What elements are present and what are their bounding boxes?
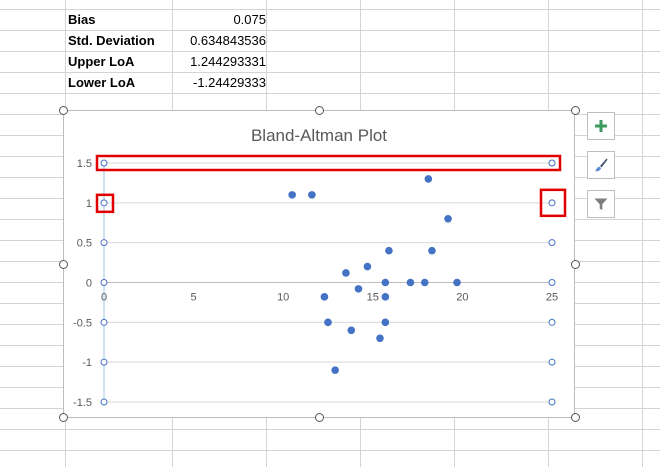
- data-point: [354, 285, 363, 293]
- chart-styles-button[interactable]: [587, 151, 615, 179]
- data-point-hollow: [100, 239, 108, 247]
- data-point-hollow: [100, 199, 108, 207]
- data-point-hollow: [100, 398, 108, 406]
- cell-upper-loa-label[interactable]: Upper LoA: [68, 54, 135, 69]
- resize-handle-middle-left[interactable]: [59, 260, 68, 269]
- data-point-hollow: [100, 159, 108, 167]
- data-point: [424, 175, 433, 183]
- x-tick-label: 10: [277, 292, 289, 304]
- y-tick-label: -0.5: [73, 317, 92, 329]
- plus-icon: [595, 120, 607, 132]
- cell-lower-loa-label[interactable]: Lower LoA: [68, 75, 136, 90]
- x-axis-tick-labels: 0 5 10 15 20 25: [101, 292, 558, 304]
- chart-filters-button[interactable]: [587, 190, 615, 218]
- cell-std-deviation-value[interactable]: 0.634843536: [190, 33, 266, 48]
- resize-handle-middle-right[interactable]: [571, 260, 580, 269]
- data-point: [320, 293, 329, 301]
- cell-bias-value[interactable]: 0.075: [233, 12, 266, 27]
- data-point-hollow: [100, 279, 108, 286]
- data-point: [324, 318, 332, 327]
- data-point: [331, 366, 339, 374]
- data-points: [100, 159, 556, 406]
- cell-bias-label[interactable]: Bias: [68, 12, 96, 27]
- brush-icon: [595, 158, 608, 172]
- data-point: [453, 278, 461, 287]
- resize-handle-bottom-right[interactable]: [571, 413, 580, 422]
- chart-elements-button[interactable]: [587, 112, 615, 140]
- gridlines: [103, 162, 552, 403]
- data-point-hollow: [548, 358, 556, 366]
- data-point: [288, 191, 296, 199]
- y-tick-label: -1.5: [73, 397, 92, 409]
- chart-title[interactable]: Bland-Altman Plot: [251, 126, 387, 145]
- highlight-upper-row: [95, 154, 562, 172]
- x-tick-label: 5: [191, 292, 197, 304]
- scatter-plot[interactable]: Bland-Altman Plot 1.5 1 0.5 0 -0.5 -1 -1.5 0 5 1…: [64, 111, 574, 417]
- highlight-left-point: [95, 193, 115, 214]
- data-point-hollow: [548, 279, 556, 286]
- chart-area[interactable]: Bland-Altman Plot 1.5 1 0.5 0 -0.5 -1 -1.5 0 5 1…: [63, 110, 575, 418]
- data-point-hollow: [548, 239, 556, 247]
- resize-handle-bottom-center[interactable]: [315, 413, 324, 422]
- highlight-right-point: [539, 188, 567, 218]
- data-point-hollow: [100, 358, 108, 366]
- resize-handle-top-center[interactable]: [315, 106, 324, 115]
- data-point: [385, 246, 393, 255]
- x-tick-label: 25: [546, 292, 558, 304]
- x-tick-label: 0: [101, 292, 107, 304]
- y-axis-tick-labels: 1.5 1 0.5 0 -0.5 -1 -1.5: [73, 158, 92, 409]
- y-tick-label: -1: [82, 357, 92, 369]
- y-tick-label: 1: [86, 198, 92, 210]
- data-point: [428, 246, 436, 255]
- data-point: [308, 191, 316, 199]
- data-point-hollow: [548, 398, 556, 406]
- highlight-boxes: [95, 154, 567, 218]
- data-point-hollow: [548, 318, 556, 326]
- data-point: [381, 293, 390, 301]
- data-point: [381, 278, 390, 287]
- data-point: [406, 278, 415, 287]
- data-point: [381, 318, 390, 327]
- cell-upper-loa-value[interactable]: 1.244293331: [190, 54, 266, 69]
- data-point: [376, 334, 384, 343]
- cell-std-deviation-label[interactable]: Std. Deviation: [68, 33, 155, 48]
- funnel-icon: [594, 198, 608, 210]
- data-point: [363, 262, 372, 271]
- y-tick-label: 0: [86, 278, 92, 290]
- resize-handle-top-left[interactable]: [59, 106, 68, 115]
- resize-handle-bottom-left[interactable]: [59, 413, 68, 422]
- data-point-hollow: [548, 199, 556, 207]
- data-point: [347, 326, 356, 335]
- x-tick-label: 20: [456, 292, 468, 304]
- resize-handle-top-right[interactable]: [571, 106, 580, 115]
- data-point: [420, 278, 429, 287]
- data-point-hollow: [548, 159, 556, 167]
- data-point: [444, 214, 452, 223]
- y-tick-label: 1.5: [77, 158, 92, 170]
- x-tick-label: 15: [367, 292, 379, 304]
- y-tick-label: 0.5: [77, 238, 92, 250]
- cell-lower-loa-value[interactable]: -1.24429333: [192, 75, 266, 90]
- data-point-hollow: [100, 318, 108, 326]
- data-point: [342, 269, 350, 277]
